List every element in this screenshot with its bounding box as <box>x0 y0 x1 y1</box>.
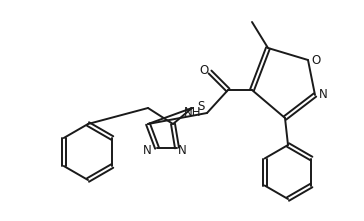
Text: N: N <box>143 145 152 158</box>
Text: NH: NH <box>183 107 201 120</box>
Text: O: O <box>311 53 321 67</box>
Text: S: S <box>197 101 205 114</box>
Text: O: O <box>199 63 209 76</box>
Text: N: N <box>178 145 186 158</box>
Text: N: N <box>318 88 327 101</box>
